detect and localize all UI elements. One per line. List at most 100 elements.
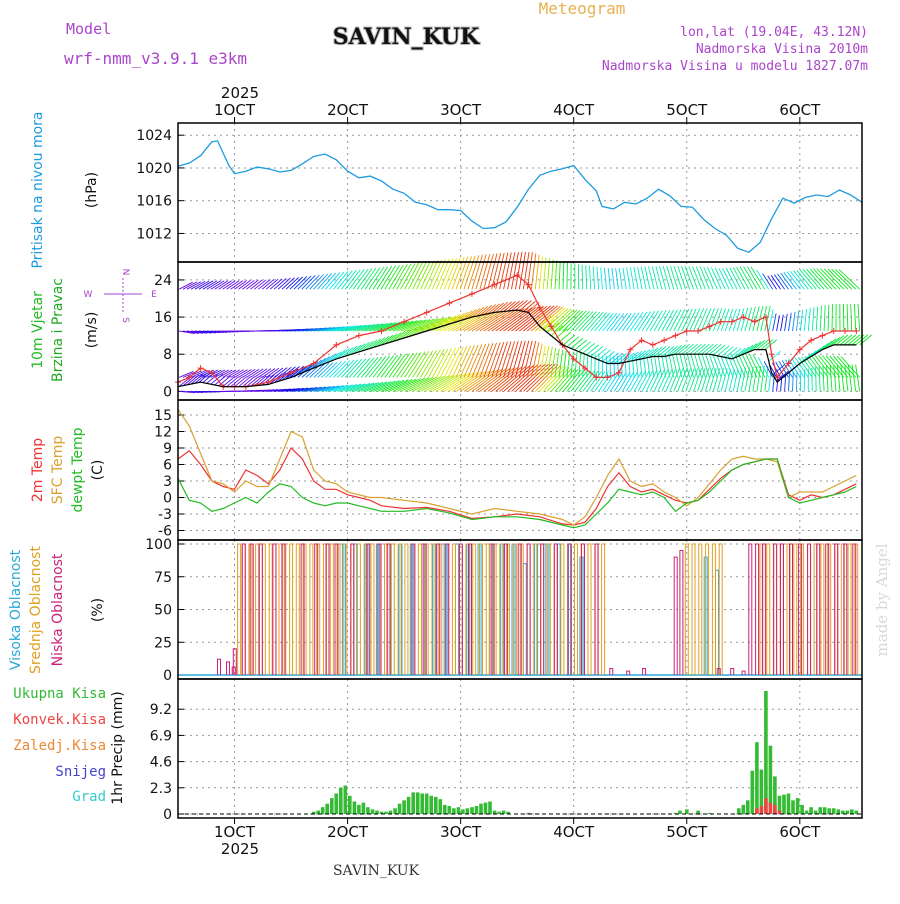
wind-barb [567,351,570,377]
wind-barb [409,262,423,289]
pressure-unit: (hPa) [84,172,100,208]
wind-barb [623,268,626,290]
cloud-bar [756,544,759,675]
precip-unit: 1hr Precip (mm) [110,691,126,804]
precip-bar [737,808,741,814]
precip-bar [796,798,800,814]
gust-marker [752,319,758,325]
cloud-bar [452,544,455,675]
y-tick-label: -3 [158,507,172,523]
y-tick-label: 6 [163,458,172,474]
wind-barb [834,364,836,391]
wind-barb [587,371,602,391]
x-tick-label-bottom: 4OCT [553,823,595,841]
wind-barb [789,373,790,391]
cloud-bar [456,544,459,675]
wind-barb [678,266,686,289]
wind-barb [195,281,209,289]
precip-bar [755,808,759,814]
y-tick-label: 16 [154,310,172,326]
panel-frame [178,400,862,540]
cloud-bar [282,544,285,675]
wind-barb [567,337,579,347]
wind-barb [823,366,824,392]
wind-barb [802,357,816,378]
x-tick-label-top: 3OCT [440,101,482,119]
y-tick-label: 1016 [136,194,172,210]
wind-barb [397,264,411,289]
wind-barb [682,369,691,392]
cloud-bar [610,669,613,676]
cloud-bar [227,662,230,675]
precip-bar [696,811,700,814]
wind-barb [685,266,693,289]
wind-barb [812,307,814,331]
y-tick-label: 0 [163,384,172,400]
wind-barb [310,275,324,290]
wind-barb [816,307,818,331]
precip-bar [760,806,764,814]
wind-barb [670,266,677,289]
wind-barb [535,255,539,289]
precip-bar [823,807,827,814]
gust-marker [718,319,724,325]
wind-barb [808,308,810,331]
precip-bar [339,788,343,814]
wind-barb [191,281,205,289]
wind-barb [764,361,773,377]
wind-barb [591,347,603,357]
gust-marker [819,333,825,339]
wind-barb [777,315,780,331]
wind-barb [851,304,852,331]
year-top: 2025 [221,84,259,102]
precip-bar [837,809,841,814]
cloud-bar [602,544,605,675]
cloud-bar [523,564,526,675]
gust-marker [672,333,678,339]
wind-barb [721,347,733,357]
wind-barb [405,263,419,289]
precip-bar [452,808,456,814]
precip-bar [375,811,379,814]
y-tick-label: 1020 [136,161,172,177]
precip-bar [479,804,483,814]
cloud-bar [794,544,797,675]
precip-conv-title: Konvek.Kisa [13,712,106,728]
wind-barb [306,275,320,289]
cloud-bar [398,544,401,675]
wind-barb [741,308,748,331]
wind-barb [612,268,615,289]
wind-barb [601,267,603,289]
gust-marker [469,291,475,297]
precip-bar [751,771,755,814]
cloud-bar [680,551,683,676]
wind-barb [428,260,441,289]
wind-barb [610,314,623,332]
y-tick-label: 100 [145,537,172,553]
precip-bar [818,807,822,814]
cloud-bar [716,570,719,675]
wind-barb [586,265,587,289]
wind-barb [650,347,662,357]
wind-unit: (m/s) [84,312,100,349]
wind-barb [559,350,563,378]
precip-bar [321,807,325,814]
cloud-bar [767,544,770,675]
wind-barb [595,348,607,358]
wind-barb [787,272,800,290]
cloud-bar [848,544,851,675]
wind-barb [563,262,564,289]
sfc-title: SFC Temp [50,436,66,505]
year-bottom: 2025 [221,840,259,858]
wind-barb [373,267,388,290]
wind-barb [599,313,614,331]
wind-barb [744,267,757,290]
wind-barb [626,313,639,331]
cloud-bar [643,669,646,676]
wind-barb [794,271,809,290]
wind-barb [559,261,560,289]
x-tick-label-bottom: 3OCT [440,823,482,841]
y-tick-label: 9.2 [150,702,172,718]
wind-barb [769,351,781,361]
precip-bar [448,806,452,814]
